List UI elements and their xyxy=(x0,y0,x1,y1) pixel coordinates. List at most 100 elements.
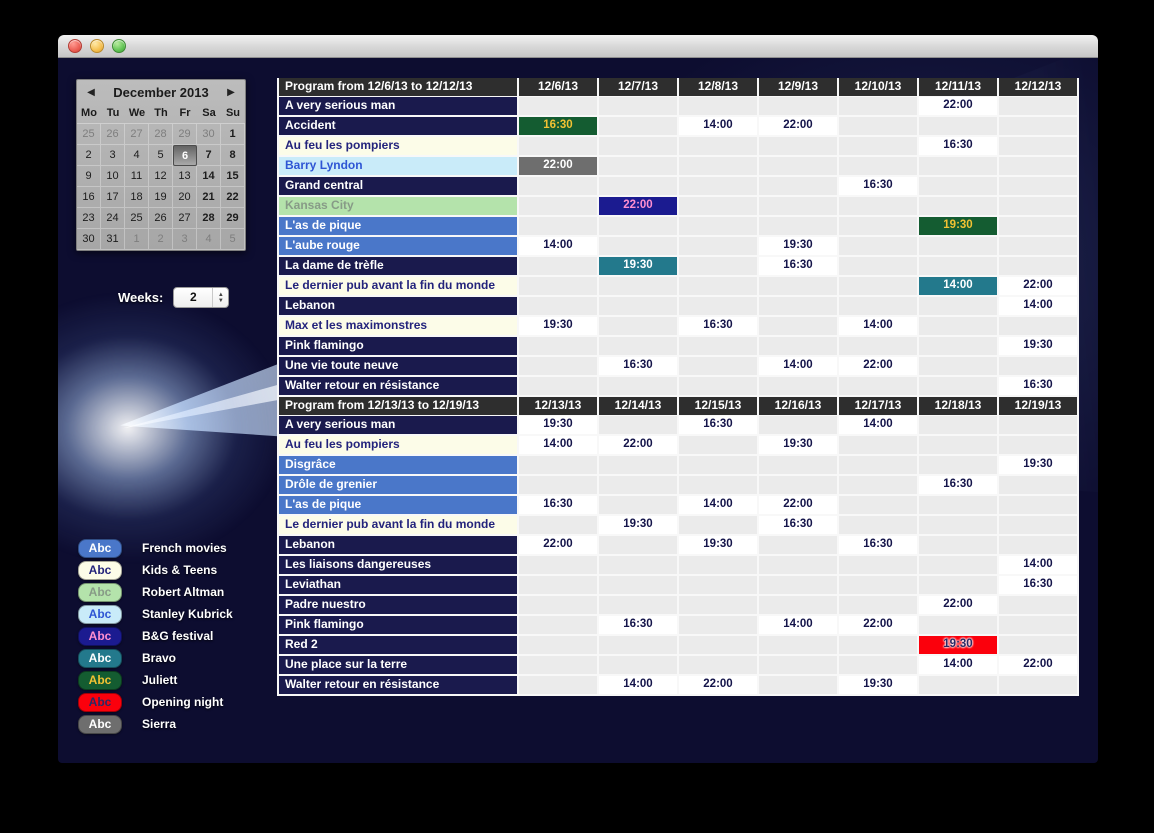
schedule-cell[interactable] xyxy=(917,576,997,596)
calendar-day[interactable]: 9 xyxy=(77,166,101,187)
schedule-cell[interactable] xyxy=(757,337,837,357)
schedule-cell[interactable] xyxy=(597,536,677,556)
schedule-cell[interactable]: 16:30 xyxy=(677,416,757,436)
schedule-cell[interactable]: 16:30 xyxy=(517,117,597,137)
schedule-cell[interactable] xyxy=(677,217,757,237)
schedule-cell[interactable] xyxy=(837,636,917,656)
calendar-day[interactable]: 30 xyxy=(77,229,101,250)
schedule-cell[interactable] xyxy=(517,257,597,277)
schedule-cell[interactable]: 22:00 xyxy=(517,157,597,177)
schedule-cell[interactable] xyxy=(757,297,837,317)
schedule-cell[interactable] xyxy=(597,377,677,397)
calendar-day[interactable]: 27 xyxy=(173,208,197,229)
schedule-cell[interactable]: 22:00 xyxy=(837,357,917,377)
schedule-cell[interactable] xyxy=(997,536,1077,556)
calendar-day[interactable]: 25 xyxy=(125,208,149,229)
legend-chip-altman[interactable]: Abc xyxy=(78,582,122,602)
schedule-cell[interactable] xyxy=(517,516,597,536)
schedule-cell[interactable] xyxy=(677,616,757,636)
schedule-cell[interactable] xyxy=(917,337,997,357)
schedule-cell[interactable] xyxy=(597,416,677,436)
schedule-cell[interactable] xyxy=(997,436,1077,456)
calendar-day[interactable]: 5 xyxy=(221,229,245,250)
schedule-cell[interactable] xyxy=(917,297,997,317)
calendar-day[interactable]: 20 xyxy=(173,187,197,208)
legend-chip-juliett[interactable]: Abc xyxy=(78,670,122,690)
schedule-cell[interactable] xyxy=(677,596,757,616)
calendar-day[interactable]: 15 xyxy=(221,166,245,187)
schedule-cell[interactable]: 16:30 xyxy=(917,476,997,496)
schedule-cell[interactable]: 14:00 xyxy=(677,496,757,516)
schedule-cell[interactable] xyxy=(597,237,677,257)
schedule-cell[interactable]: 19:30 xyxy=(677,536,757,556)
schedule-cell[interactable] xyxy=(757,456,837,476)
schedule-cell[interactable] xyxy=(677,257,757,277)
calendar-day[interactable]: 12 xyxy=(149,166,173,187)
schedule-cell[interactable] xyxy=(837,197,917,217)
schedule-cell[interactable]: 16:30 xyxy=(837,536,917,556)
schedule-cell[interactable] xyxy=(837,576,917,596)
schedule-cell[interactable] xyxy=(517,97,597,117)
schedule-cell[interactable] xyxy=(677,636,757,656)
calendar-day[interactable]: 31 xyxy=(101,229,125,250)
schedule-cell[interactable] xyxy=(677,337,757,357)
calendar-day[interactable]: 25 xyxy=(77,124,101,145)
schedule-cell[interactable] xyxy=(677,476,757,496)
schedule-cell[interactable]: 19:30 xyxy=(517,416,597,436)
schedule-cell[interactable] xyxy=(517,297,597,317)
schedule-cell[interactable] xyxy=(757,177,837,197)
schedule-cell[interactable] xyxy=(597,117,677,137)
schedule-cell[interactable]: 14:00 xyxy=(917,277,997,297)
schedule-cell[interactable] xyxy=(597,157,677,177)
schedule-cell[interactable] xyxy=(757,476,837,496)
schedule-cell[interactable] xyxy=(597,636,677,656)
schedule-cell[interactable] xyxy=(677,197,757,217)
schedule-cell[interactable]: 14:00 xyxy=(757,616,837,636)
schedule-cell[interactable] xyxy=(837,297,917,317)
calendar-day[interactable]: 13 xyxy=(173,166,197,187)
schedule-cell[interactable] xyxy=(757,636,837,656)
schedule-cell[interactable] xyxy=(837,117,917,137)
schedule-cell[interactable]: 16:30 xyxy=(917,137,997,157)
calendar-next-icon[interactable]: ▶ xyxy=(227,86,235,98)
schedule-cell[interactable] xyxy=(677,177,757,197)
stepper-arrows[interactable]: ▲ ▼ xyxy=(212,288,228,307)
schedule-cell[interactable]: 14:00 xyxy=(517,237,597,257)
schedule-cell[interactable] xyxy=(997,117,1077,137)
legend-chip-french[interactable]: Abc xyxy=(78,538,122,558)
schedule-cell[interactable] xyxy=(997,137,1077,157)
schedule-cell[interactable]: 22:00 xyxy=(917,596,997,616)
schedule-cell[interactable] xyxy=(597,596,677,616)
schedule-cell[interactable]: 14:00 xyxy=(757,357,837,377)
schedule-cell[interactable] xyxy=(677,357,757,377)
schedule-cell[interactable] xyxy=(677,656,757,676)
schedule-cell[interactable] xyxy=(917,357,997,377)
schedule-cell[interactable]: 22:00 xyxy=(517,536,597,556)
schedule-cell[interactable]: 16:30 xyxy=(997,576,1077,596)
schedule-cell[interactable] xyxy=(757,317,837,337)
schedule-cell[interactable]: 14:00 xyxy=(677,117,757,137)
schedule-cell[interactable] xyxy=(837,516,917,536)
schedule-cell[interactable] xyxy=(997,496,1077,516)
schedule-cell[interactable] xyxy=(997,516,1077,536)
legend-chip-kids[interactable]: Abc xyxy=(78,560,122,580)
schedule-cell[interactable] xyxy=(757,217,837,237)
schedule-cell[interactable] xyxy=(997,217,1077,237)
schedule-cell[interactable] xyxy=(997,476,1077,496)
schedule-cell[interactable] xyxy=(837,436,917,456)
schedule-cell[interactable] xyxy=(757,416,837,436)
schedule-cell[interactable] xyxy=(917,197,997,217)
schedule-cell[interactable] xyxy=(677,516,757,536)
schedule-cell[interactable]: 16:30 xyxy=(597,357,677,377)
calendar-prev-icon[interactable]: ◀ xyxy=(87,86,95,98)
schedule-cell[interactable] xyxy=(917,117,997,137)
legend-chip-bgfest[interactable]: Abc xyxy=(78,626,122,646)
calendar-day[interactable]: 28 xyxy=(197,208,221,229)
calendar-day[interactable]: 17 xyxy=(101,187,125,208)
schedule-cell[interactable] xyxy=(517,217,597,237)
schedule-cell[interactable] xyxy=(917,416,997,436)
schedule-cell[interactable]: 19:30 xyxy=(917,636,997,656)
schedule-cell[interactable] xyxy=(517,357,597,377)
calendar-day[interactable]: 7 xyxy=(197,145,221,166)
close-button[interactable] xyxy=(68,39,82,53)
